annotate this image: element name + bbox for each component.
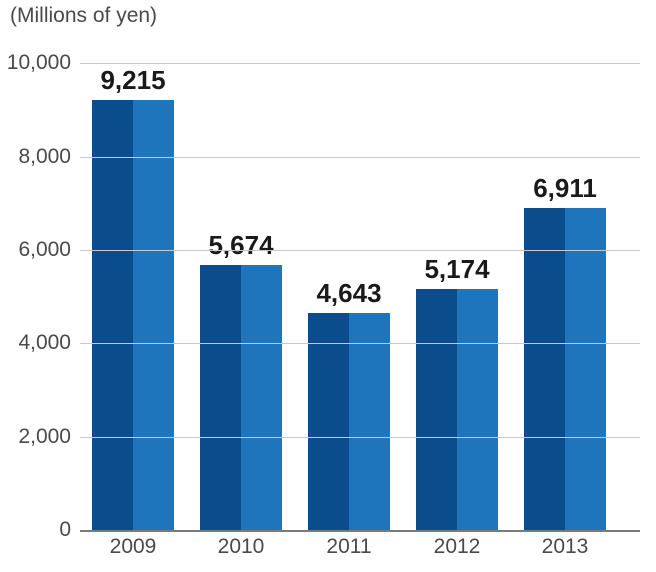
y-tick-label: 6,000: [1, 238, 71, 262]
y-tick-label: 4,000: [1, 331, 71, 355]
bar-value-label: 5,674: [184, 230, 299, 261]
gridline: [80, 437, 640, 438]
bar-value-label: 9,215: [76, 65, 191, 96]
bar-group-2012: 5,174: [416, 289, 498, 530]
bar-left: [308, 313, 349, 530]
x-tick-label: 2013: [515, 535, 615, 559]
bar-right: [349, 313, 390, 530]
x-tick-label: 2012: [407, 535, 507, 559]
bar-group-2011: 4,643: [308, 313, 390, 530]
bar-right: [241, 265, 282, 530]
y-axis-unit-label: (Millions of yen): [10, 4, 157, 28]
bar-value-label: 5,174: [400, 254, 515, 285]
bar-group-2010: 5,674: [200, 265, 282, 530]
y-tick-label: 8,000: [1, 145, 71, 169]
bar-left: [200, 265, 241, 530]
chart-container: (Millions of yen) 9,2155,6744,6435,1746,…: [0, 0, 656, 572]
bar-left: [416, 289, 457, 530]
plot-area: 9,2155,6744,6435,1746,911: [80, 40, 640, 532]
bar-right: [133, 100, 174, 530]
x-tick-label: 2010: [191, 535, 291, 559]
bar-right: [457, 289, 498, 530]
y-tick-label: 10,000: [1, 51, 71, 75]
bar-right: [565, 208, 606, 531]
y-tick-label: 2,000: [1, 425, 71, 449]
gridline: [80, 157, 640, 158]
bar-value-label: 4,643: [292, 278, 407, 309]
bars-layer: 9,2155,6744,6435,1746,911: [80, 40, 640, 530]
bar-group-2013: 6,911: [524, 208, 606, 531]
y-tick-label: 0: [1, 518, 71, 542]
bar-group-2009: 9,215: [92, 100, 174, 530]
bar-left: [92, 100, 133, 530]
bar-left: [524, 208, 565, 531]
bar-value-label: 6,911: [508, 173, 623, 204]
x-tick-label: 2009: [83, 535, 183, 559]
x-tick-label: 2011: [299, 535, 399, 559]
gridline: [80, 343, 640, 344]
gridline: [80, 63, 640, 64]
gridline: [80, 250, 640, 251]
